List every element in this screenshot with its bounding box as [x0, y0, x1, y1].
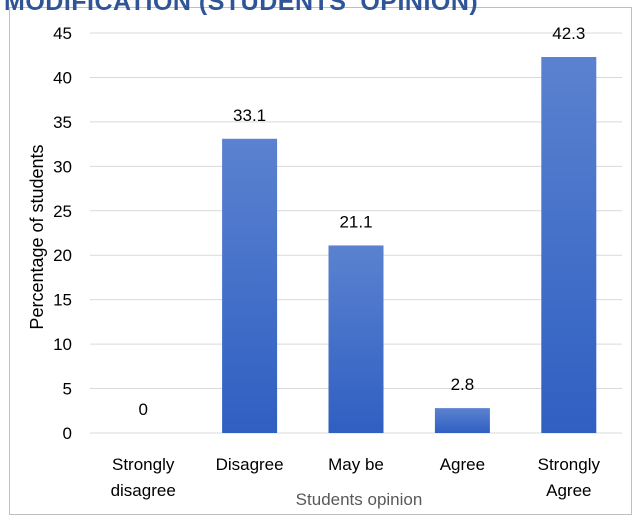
bar — [541, 57, 597, 433]
y-tick-label: 45 — [53, 24, 72, 43]
y-tick-label: 0 — [63, 424, 72, 443]
x-tick-label: Agree — [546, 481, 591, 500]
y-tick-label: 10 — [53, 335, 72, 354]
x-tick-label: Strongly — [538, 455, 601, 474]
y-tick-label: 15 — [53, 291, 72, 310]
bar — [222, 138, 278, 433]
x-tick-label: Disagree — [216, 455, 284, 474]
data-label: 0 — [138, 400, 147, 419]
y-tick-label: 40 — [53, 68, 72, 87]
y-tick-label: 25 — [53, 202, 72, 221]
x-tick-label: Agree — [440, 455, 485, 474]
y-tick-label: 30 — [53, 157, 72, 176]
x-tick-label: Strongly — [112, 455, 175, 474]
x-axis-title: Students opinion — [296, 490, 423, 509]
y-tick-label: 20 — [53, 246, 72, 265]
data-label: 2.8 — [451, 375, 475, 394]
x-tick-label: disagree — [111, 481, 176, 500]
y-axis-title: Percentage of students — [27, 144, 47, 329]
x-tick-label: May be — [328, 455, 384, 474]
data-label: 33.1 — [233, 106, 266, 125]
bar — [328, 245, 384, 433]
bar — [434, 408, 490, 433]
chart-title-clipped: MODIFICATION (STUDENTS' OPINION) — [0, 0, 640, 18]
data-label: 21.1 — [339, 212, 372, 231]
chart-frame — [9, 7, 632, 515]
y-tick-label: 5 — [63, 380, 72, 399]
data-label: 42.3 — [552, 24, 585, 43]
y-tick-label: 35 — [53, 113, 72, 132]
chart-title-text: MODIFICATION (STUDENTS' OPINION) — [4, 0, 479, 16]
